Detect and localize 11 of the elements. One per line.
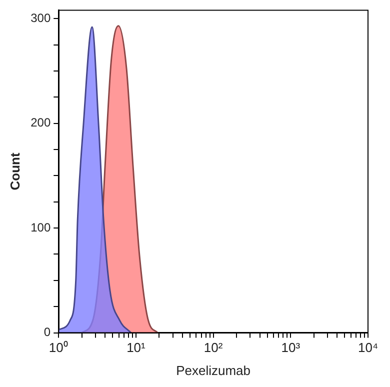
y-tick-label: 0	[44, 325, 51, 340]
y-tick-label: 100	[30, 220, 51, 234]
x-tick-label: 10⁴	[358, 340, 378, 356]
y-tick-label: 200	[30, 116, 51, 130]
x-tick-label: 10⁰	[48, 340, 68, 356]
x-tick-label: 10²	[204, 340, 224, 356]
y-tick-label: 300	[30, 10, 51, 25]
y-axis-title: Count	[7, 152, 22, 190]
x-tick-label: 10³	[281, 340, 301, 356]
x-axis-title: Pexelizumab	[176, 362, 251, 378]
x-tick-label: 10¹	[126, 340, 146, 356]
